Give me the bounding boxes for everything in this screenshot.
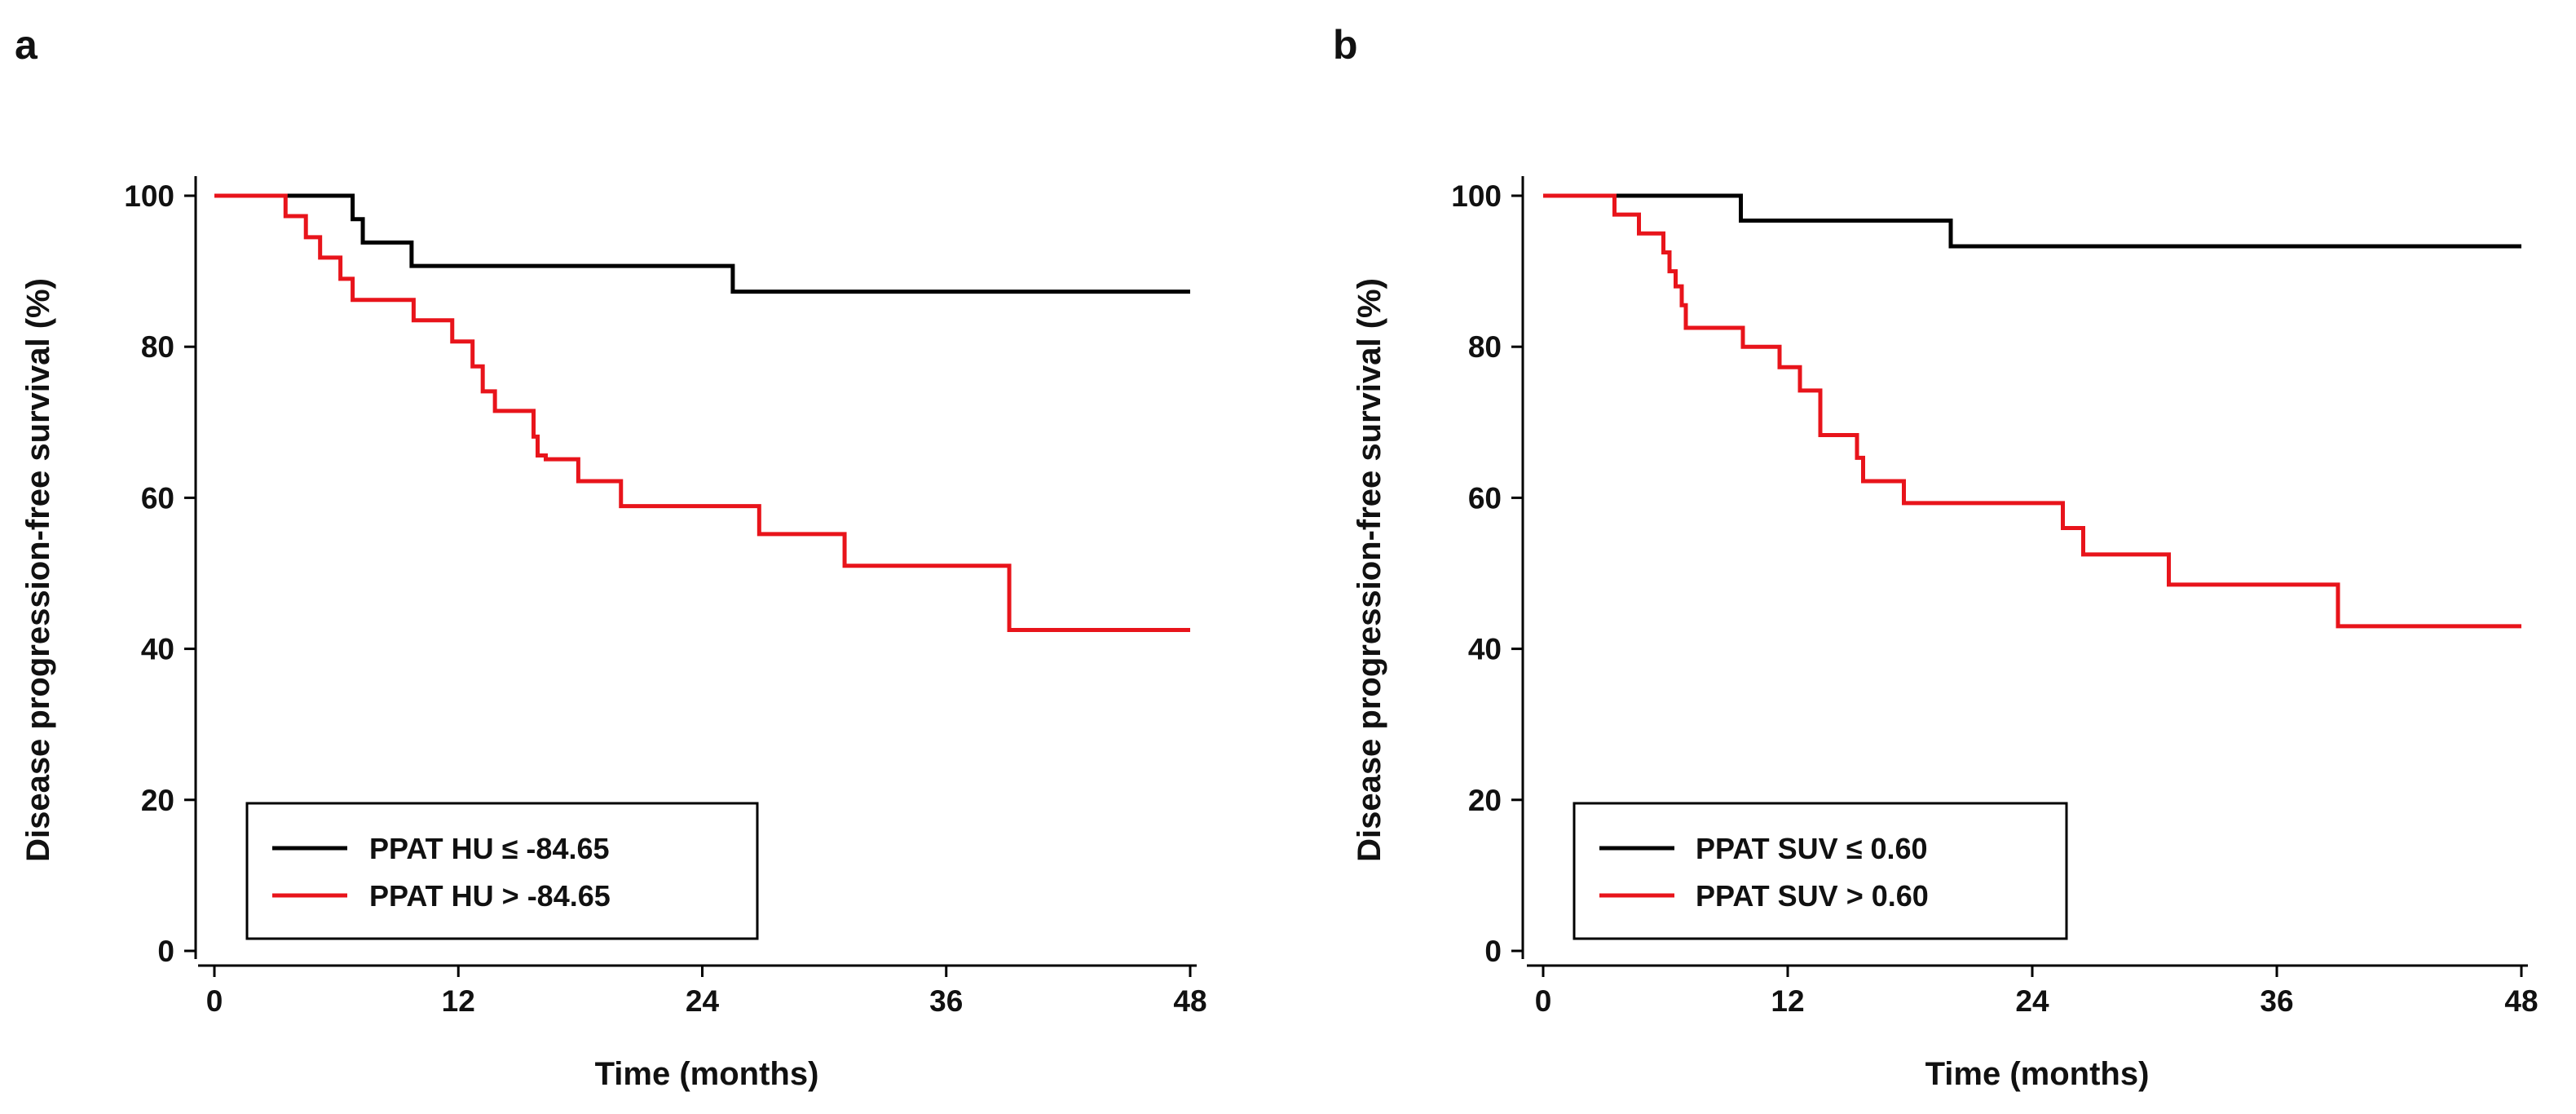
panel-a: a 0 20 40 60 80 100 0 12 24 36 48 Disease progres… (15, 22, 1207, 1092)
legend-box (245, 802, 759, 940)
y-tick-label: 20 (1468, 784, 1502, 817)
y-tick-label: 80 (1468, 330, 1502, 364)
series-line-1 (214, 193, 1190, 632)
series-line-0 (214, 193, 1190, 294)
x-tick-label: 48 (2504, 984, 2538, 1018)
x-tick-label: 0 (206, 984, 223, 1018)
series-line-1 (1543, 193, 2521, 629)
legend-label-1: PPAT HU > -84.65 (369, 879, 611, 913)
x-tick-label: 36 (2260, 984, 2293, 1018)
km-chart-b: b 0 20 40 60 80 100 0 12 24 36 48 Disease progres… (1333, 22, 2539, 1092)
y-tick-label: 0 (1484, 935, 1502, 968)
legend-label-1: PPAT SUV > 0.60 (1696, 879, 1929, 913)
x-axis-title: Time (months) (1925, 1056, 2150, 1092)
legend-label-0: PPAT HU ≤ -84.65 (369, 832, 610, 865)
y-axis: 0 20 40 60 80 100 (1451, 176, 1524, 968)
x-tick-label: 36 (929, 984, 963, 1018)
x-axis-title: Time (months) (595, 1056, 819, 1092)
panel-letter: b (1333, 22, 1358, 68)
panel-letter: a (15, 22, 38, 68)
y-tick-label: 40 (141, 633, 174, 666)
legend-box (1573, 802, 2068, 940)
y-axis-title: Disease progression-free survival (%) (20, 278, 56, 862)
km-chart-a: a 0 20 40 60 80 100 0 12 24 36 48 Disease progres… (15, 22, 1207, 1092)
y-tick-label: 60 (141, 481, 174, 515)
y-tick-label: 100 (124, 179, 174, 213)
x-axis: 0 12 24 36 48 (1527, 964, 2539, 1018)
y-tick-label: 40 (1468, 633, 1502, 666)
series-group (214, 193, 1190, 632)
legend: PPAT SUV ≤ 0.60 PPAT SUV > 0.60 (1573, 802, 2068, 940)
x-tick-label: 12 (442, 984, 475, 1018)
legend: PPAT HU ≤ -84.65 PPAT HU > -84.65 (245, 802, 759, 940)
legend-label-0: PPAT SUV ≤ 0.60 (1696, 832, 1928, 865)
x-tick-label: 24 (686, 984, 720, 1018)
series-line-0 (1543, 193, 2521, 249)
x-tick-label: 12 (1771, 984, 1804, 1018)
y-tick-label: 80 (141, 330, 174, 364)
x-tick-label: 0 (1535, 984, 1552, 1018)
y-tick-label: 0 (157, 935, 174, 968)
y-axis-title: Disease progression-free survival (%) (1352, 278, 1387, 862)
series-group (1543, 193, 2521, 629)
x-tick-label: 48 (1173, 984, 1206, 1018)
panel-b: b 0 20 40 60 80 100 0 12 24 36 48 Disease progres… (1288, 0, 2576, 1114)
x-axis: 0 12 24 36 48 (198, 964, 1207, 1018)
y-tick-label: 60 (1468, 481, 1502, 515)
x-tick-label: 24 (2015, 984, 2049, 1018)
y-tick-label: 20 (141, 784, 174, 817)
y-tick-label: 100 (1451, 179, 1502, 213)
y-axis: 0 20 40 60 80 100 (124, 176, 197, 968)
